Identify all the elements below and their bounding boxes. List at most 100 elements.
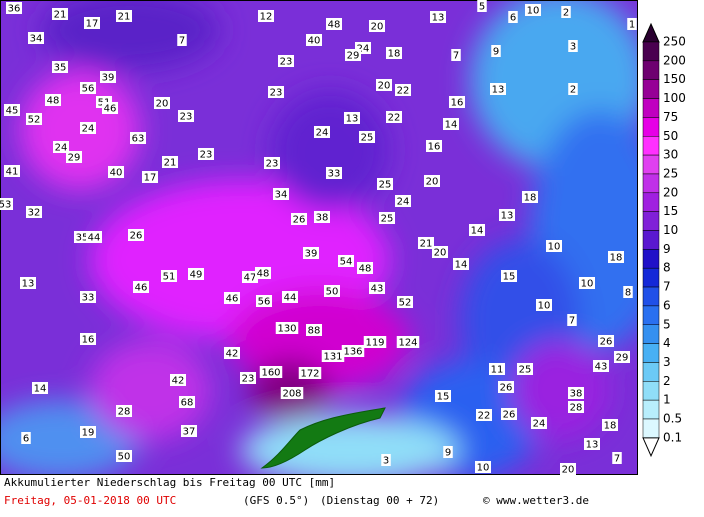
station-box (170, 374, 186, 386)
footer-credit: © www.wetter3.de (483, 494, 589, 507)
legend-swatch (642, 418, 660, 439)
legend-label: 20 (663, 185, 678, 199)
legend-label: 0.5 (663, 412, 682, 426)
station-value: 18 (604, 421, 617, 432)
station-box (341, 345, 365, 357)
station-value: 7 (453, 51, 459, 62)
station-value: 18 (524, 193, 537, 204)
station-box (498, 381, 514, 393)
footer-model: (GFS 0.5°) (243, 494, 309, 507)
station-box (396, 336, 420, 348)
station-value: 2 (570, 85, 576, 96)
station-value: 52 (399, 298, 412, 309)
station-value: 38 (570, 389, 583, 400)
station-value: 20 (562, 465, 575, 476)
station-box (100, 71, 116, 83)
legend-swatch (642, 60, 660, 80)
station-value: 124 (398, 338, 417, 349)
station-box (449, 96, 465, 108)
station-box (612, 452, 622, 464)
station-box (517, 363, 533, 375)
station-box (0, 198, 13, 210)
legend-swatch (642, 230, 660, 250)
legend-label: 100 (663, 91, 686, 105)
station-box (501, 408, 517, 420)
station-box (80, 426, 96, 438)
station-box (268, 86, 284, 98)
station-value: 10 (581, 279, 594, 290)
station-value: 29 (616, 353, 629, 364)
station-box (278, 55, 294, 67)
legend-swatch (642, 192, 660, 212)
color-legend: 250 200 150 100 75 50 30 25 20 15 10 9 8 7 6 5 4 3 2 1 0.5 0.… (642, 22, 686, 458)
station-box (627, 18, 637, 30)
station-box (395, 195, 411, 207)
legend-label: 30 (663, 148, 678, 162)
footer-date: Freitag, 05-01-2018 00 UTC (4, 494, 176, 507)
station-value: 6 (23, 434, 29, 445)
legend-swatch (642, 305, 660, 325)
station-box (567, 314, 577, 326)
station-value: 48 (47, 96, 60, 107)
station-box (326, 18, 342, 30)
station-value: 18 (388, 49, 401, 60)
station-value: 7 (614, 454, 620, 465)
station-value: 130 (277, 324, 296, 335)
station-value: 24 (55, 143, 68, 154)
station-box (531, 417, 547, 429)
station-value: 33 (82, 293, 95, 304)
legend-swatch (642, 286, 660, 307)
station-box (181, 425, 197, 437)
station-box (568, 387, 584, 399)
station-box (536, 299, 552, 311)
station-box (20, 277, 36, 289)
legend-label: 25 (663, 166, 678, 180)
station-value: 208 (282, 389, 301, 400)
station-box (224, 347, 240, 359)
station-box (598, 335, 614, 347)
station-value: 34 (275, 190, 288, 201)
station-value: 39 (102, 73, 115, 84)
station-box (102, 102, 118, 114)
station-value: 35 (76, 233, 89, 244)
station-box (314, 211, 330, 223)
station-box (80, 82, 96, 94)
station-value: 54 (340, 257, 353, 268)
legend-label: 250 (663, 35, 686, 49)
station-value: 23 (200, 150, 213, 161)
station-box (259, 366, 283, 378)
station-value: 33 (328, 169, 341, 180)
station-box (377, 178, 393, 190)
legend-swatch (642, 98, 660, 118)
station-box (28, 32, 44, 44)
station-value: 19 (82, 428, 95, 439)
station-value: 43 (371, 284, 384, 295)
legend-label: 1 (663, 393, 671, 407)
station-value: 26 (293, 215, 306, 226)
station-value: 17 (144, 173, 157, 184)
station-box (490, 83, 506, 95)
station-value: 40 (308, 36, 321, 47)
station-value: 24 (533, 419, 546, 430)
station-value: 11 (491, 365, 504, 376)
station-box (80, 291, 96, 303)
station-value: 13 (586, 440, 599, 451)
station-box (477, 0, 487, 12)
station-box (602, 419, 618, 431)
station-box (291, 213, 307, 225)
station-box (469, 224, 485, 236)
station-value: 24 (316, 128, 329, 139)
legend-label: 2 (663, 374, 671, 388)
legend-swatch (642, 267, 660, 288)
station-box (32, 382, 48, 394)
station-value: 23 (280, 57, 293, 68)
legend-label: 5 (663, 317, 671, 331)
station-value: 14 (34, 384, 47, 395)
station-value: 22 (397, 86, 410, 97)
station-value: 10 (477, 463, 490, 474)
station-value: 20 (434, 248, 447, 259)
station-value: 10 (538, 301, 551, 312)
station-value: 20 (156, 99, 169, 110)
